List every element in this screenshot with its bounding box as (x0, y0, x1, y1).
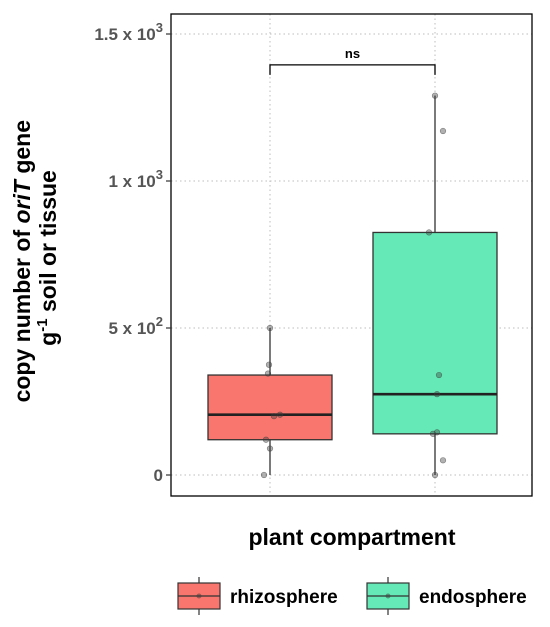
data-point-rhizosphere (266, 324, 274, 332)
significance-annotation: ns (269, 46, 436, 75)
box-endosphere (372, 95, 498, 475)
y-tick-label: 1.5 x 103 (94, 20, 163, 44)
data-point-rhizosphere (264, 370, 272, 377)
data-point-endosphere (431, 471, 439, 479)
significance-label: ns (345, 46, 360, 61)
significance-bracket (269, 64, 436, 75)
legend-item-endosphere: endosphere (366, 577, 527, 615)
data-point-rhizosphere (262, 436, 270, 443)
data-point-rhizosphere (265, 361, 273, 368)
box-series (207, 95, 498, 475)
x-axis-title: plant compartment (248, 524, 455, 550)
panel-border (170, 13, 533, 497)
legend-label: endosphere (419, 587, 527, 608)
plot-panel (170, 13, 533, 497)
y-axis-ticks: 0 5 x 102 1 x 103 1.5 x 103 (94, 20, 171, 485)
legend-item-rhizosphere: rhizosphere (177, 577, 338, 615)
data-point-rhizosphere (260, 471, 268, 479)
box-iqr (372, 231, 498, 435)
data-point-endosphere (439, 127, 447, 135)
legend-label: rhizosphere (230, 587, 338, 608)
y-axis-title: copy number of oriT gene g-1 soil or tis… (9, 114, 61, 403)
y-tick-label: 5 x 102 (109, 314, 164, 338)
data-points (260, 92, 447, 479)
y-tick-label: 1 x 103 (109, 167, 164, 191)
legend-key (366, 577, 410, 615)
data-point-rhizosphere (270, 413, 278, 420)
data-point-rhizosphere (276, 411, 284, 418)
y-axis-title-line2: g-1 soil or tissue (34, 170, 61, 346)
y-axis-title-line1: copy number of oriT gene (9, 120, 35, 402)
y-tick-label: 0 (154, 466, 163, 485)
box-rhizosphere (207, 328, 333, 475)
legend: rhizosphere endosphere (177, 577, 527, 615)
data-point-endosphere (431, 92, 439, 99)
data-point-endosphere (439, 457, 447, 464)
data-point-endosphere (433, 429, 441, 436)
data-point-endosphere (425, 229, 433, 236)
data-point-endosphere (435, 371, 443, 379)
legend-key (177, 577, 221, 615)
box-iqr (207, 374, 333, 441)
data-point-rhizosphere (266, 445, 274, 452)
data-point-endosphere (433, 391, 441, 398)
